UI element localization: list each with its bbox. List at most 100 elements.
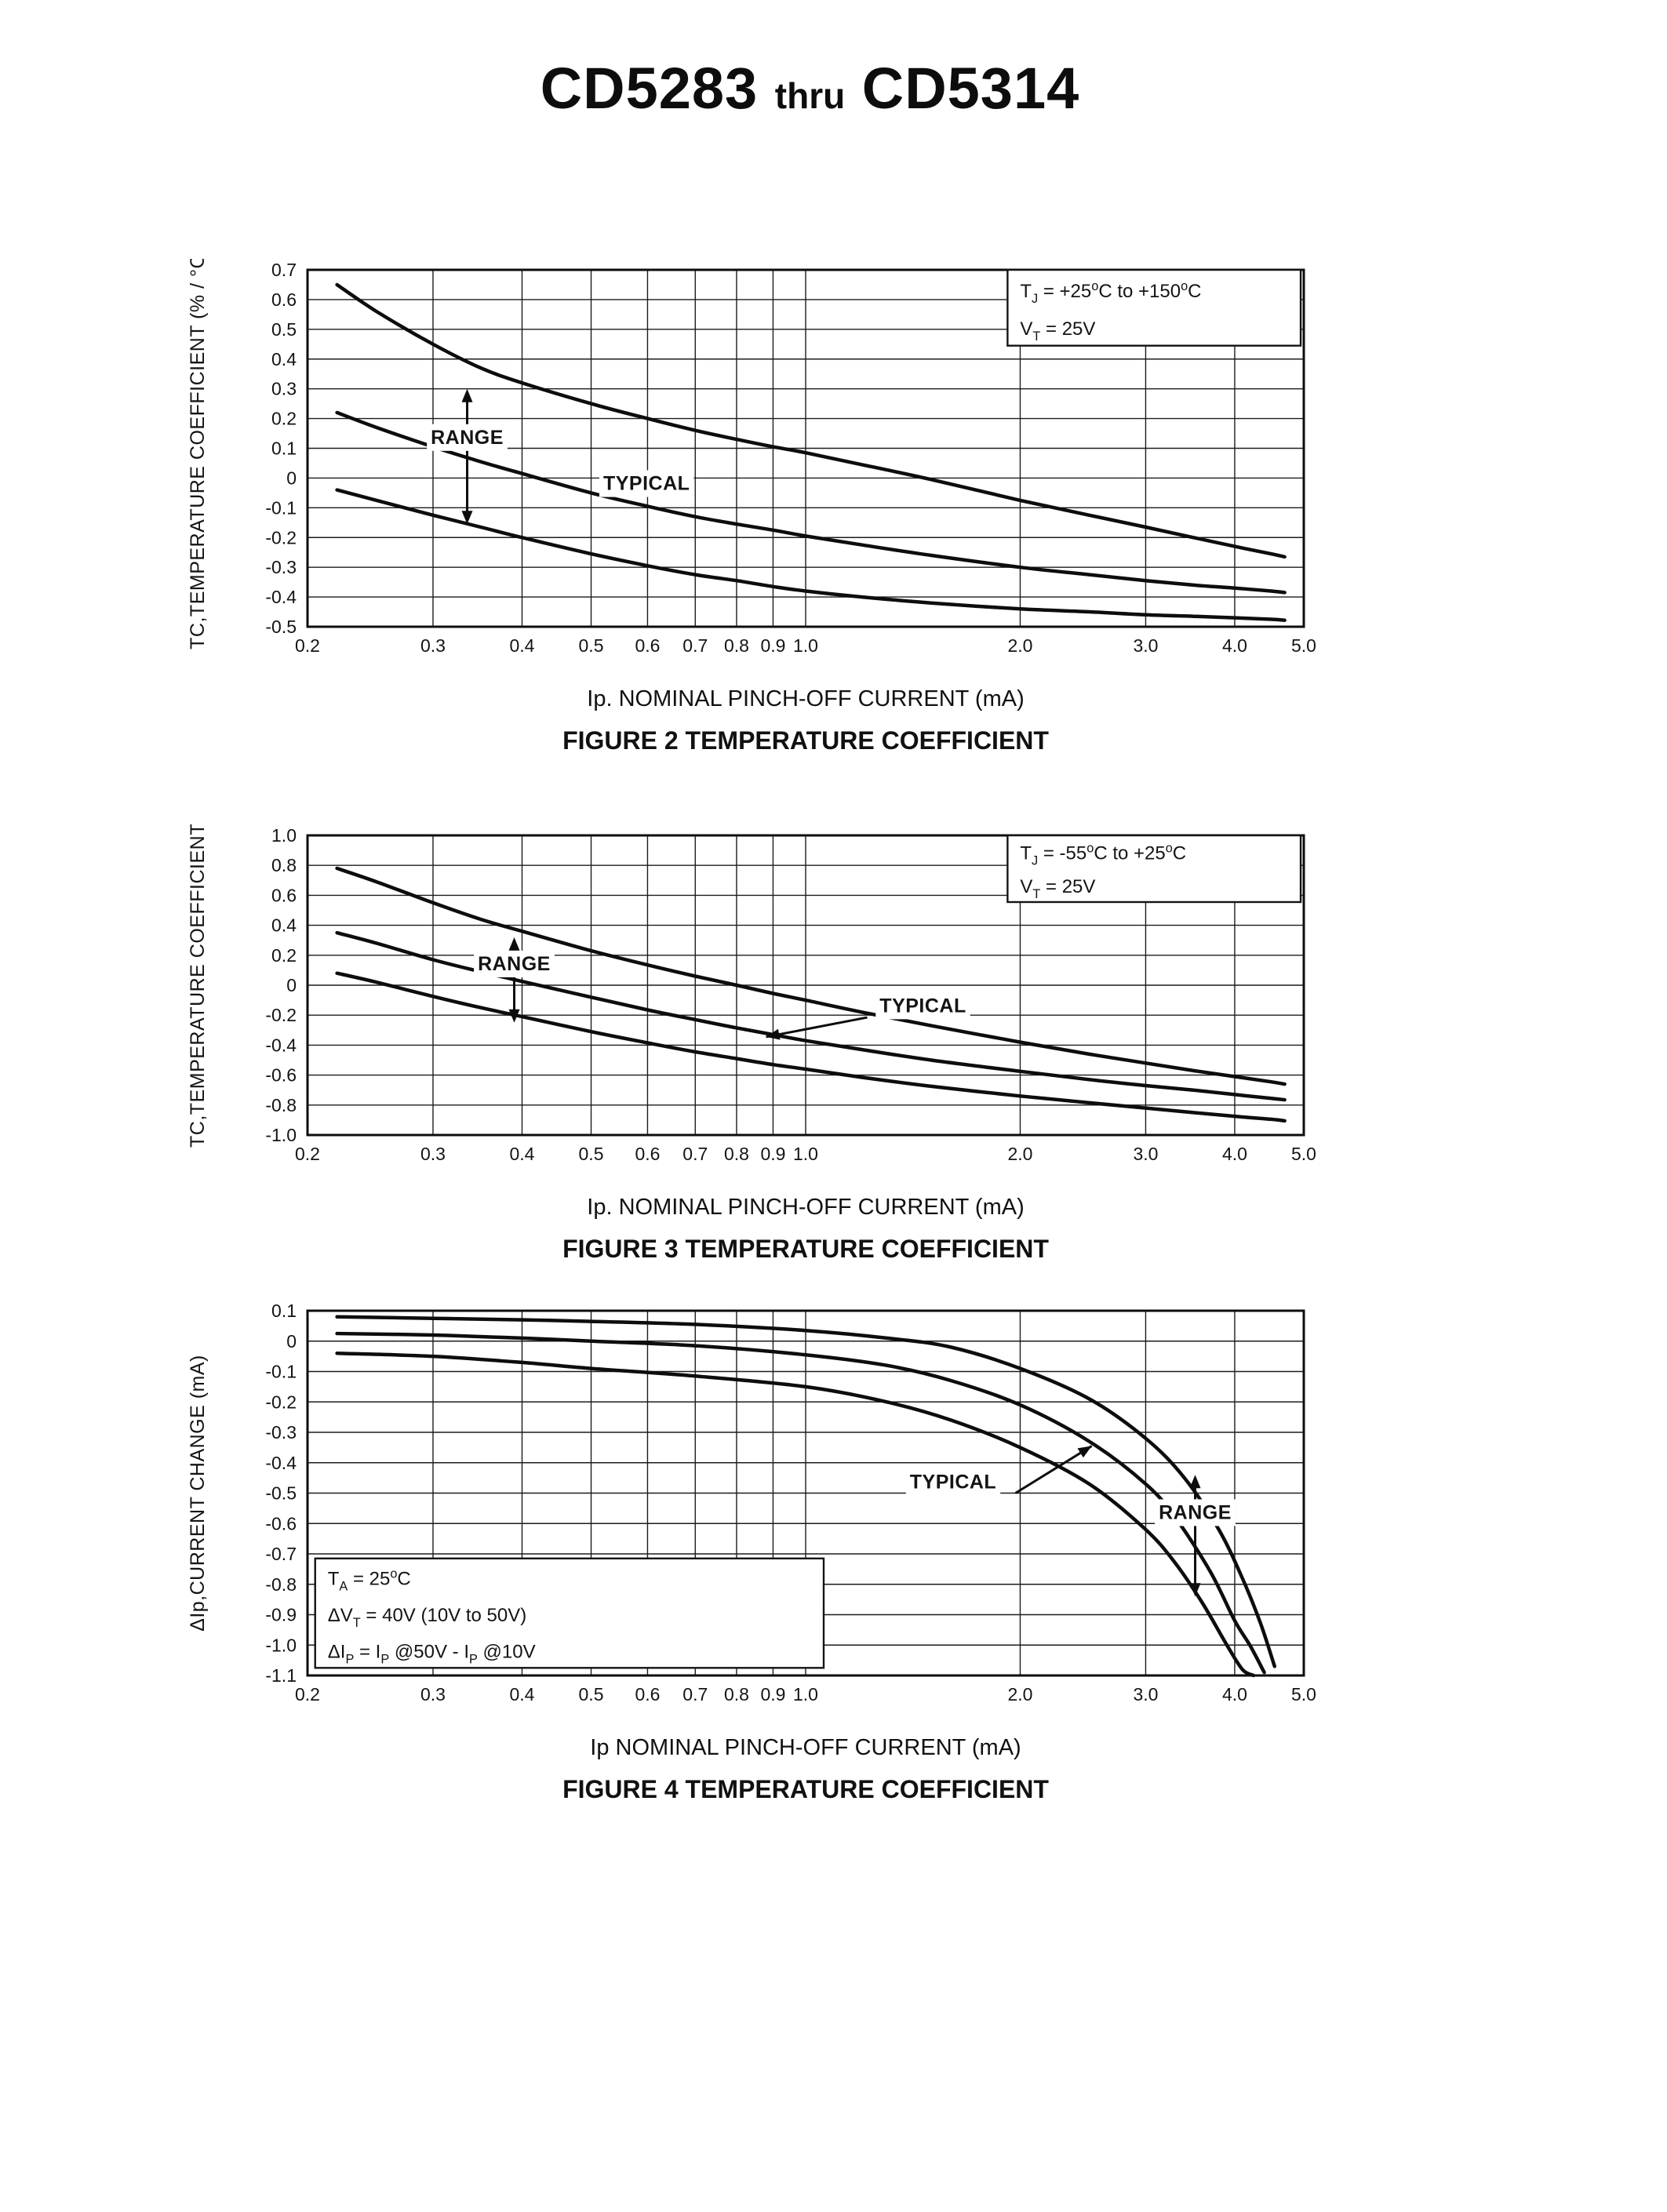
plot-frame <box>306 1309 1305 1677</box>
x-tick-label: 3.0 <box>1133 1144 1158 1164</box>
conditions-box <box>314 1557 825 1669</box>
conditions-box <box>1006 268 1302 347</box>
y-tick-label: 0.7 <box>271 260 297 280</box>
label-backdrop <box>474 950 555 977</box>
x-tick-label: 0.4 <box>509 1144 534 1164</box>
arrow-head-icon <box>1077 1446 1092 1458</box>
y-tick-label: 0.6 <box>271 885 297 905</box>
y-tick-label: -0.3 <box>265 1422 297 1443</box>
y-tick-label: -0.6 <box>265 1513 297 1533</box>
x-tick-label: 0.8 <box>724 1144 749 1164</box>
title-thru-text: thru <box>774 75 846 116</box>
x-tick-label: 3.0 <box>1133 1684 1158 1704</box>
y-axis-title: TC,TEMPERATURE COEFFICIENT <box>187 824 209 1148</box>
conditions-line: VT = 25V <box>1020 318 1095 344</box>
y-tick-label: 0.4 <box>271 349 297 369</box>
conditions-line: TA = 25oC <box>328 1566 411 1593</box>
figure-2-x-axis-title: Ip. NOMINAL PINCH-OFF CURRENT (mA) <box>587 686 1025 711</box>
conditions-line: VT = 25V <box>1020 876 1095 901</box>
figure-2-caption: FIGURE 2 TEMPERATURE COEFFICIENT <box>562 726 1049 755</box>
x-tick-label: 0.6 <box>635 1684 660 1704</box>
annotation-label: TYPICAL <box>879 995 966 1017</box>
conditions-line: ΔVT = 40V (10V to 50V) <box>328 1605 526 1630</box>
curve-range-max <box>335 866 1287 1086</box>
datasheet-page: CD5283 thru CD5314 0.2 0.3 0.4 0.5 0.6 0.7 0.8… <box>0 55 1667 2212</box>
figure-4-caption: FIGURE 4 TEMPERATURE COEFFICIENT <box>562 1775 1049 1803</box>
label-backdrop <box>1155 1499 1236 1526</box>
curve-typical <box>335 1331 1266 1675</box>
y-tick-label: -0.8 <box>265 1095 297 1115</box>
arrow-head-icon <box>461 511 473 525</box>
leader-line <box>766 1016 868 1039</box>
label-backdrop <box>905 1468 1001 1496</box>
figure-3: 0.2 0.3 0.4 0.5 0.6 0.7 0.8 0.9 1.0 2.0 3.0 4.0 5.0 1… <box>174 824 1667 1264</box>
x-tick-label: 4.0 <box>1222 1684 1247 1704</box>
y-tick-label: -0.5 <box>265 1483 297 1504</box>
y-tick-label: -0.1 <box>265 497 297 518</box>
arrow-head-icon <box>1189 1583 1201 1597</box>
curve-range-min <box>335 488 1287 622</box>
figure-4-chart: 0.2 0.3 0.4 0.5 0.6 0.7 0.8 0.9 1.0 2.0 3.0 4.0 5.0 0… <box>187 1301 1316 1704</box>
y-tick-label: 0.2 <box>271 945 297 966</box>
y-tick-label: 0 <box>286 975 297 995</box>
y-tick-label: -0.4 <box>265 587 297 607</box>
y-tick-label: -1.0 <box>265 1125 297 1145</box>
curve-range-min <box>335 971 1287 1123</box>
annotation-label: TYPICAL <box>603 473 690 495</box>
x-tick-label: 0.4 <box>509 635 534 656</box>
x-tick-label: 5.0 <box>1291 635 1316 656</box>
x-tick-label: 1.0 <box>793 1144 818 1164</box>
x-tick-label: 3.0 <box>1133 635 1158 656</box>
y-tick-label: -0.8 <box>265 1574 297 1595</box>
y-tick-label: 0 <box>286 468 297 488</box>
y-axis-title: ΔIp,CURRENT CHANGE (mA) <box>187 1355 209 1632</box>
y-tick-label: 0.6 <box>271 289 297 310</box>
x-tick-label: 5.0 <box>1291 1144 1316 1164</box>
y-tick-label: 0.3 <box>271 379 297 399</box>
x-tick-label: 2.0 <box>1007 1684 1032 1704</box>
title-part-number-start: CD5283 <box>540 56 759 121</box>
y-tick-label: -0.2 <box>265 1005 297 1025</box>
x-tick-label: 0.8 <box>724 1684 749 1704</box>
x-tick-label: 0.2 <box>295 635 320 656</box>
x-tick-label: 0.5 <box>579 635 604 656</box>
plot-frame <box>306 834 1305 1137</box>
x-tick-label: 0.9 <box>760 1144 785 1164</box>
x-tick-label: 0.9 <box>760 1684 785 1704</box>
arrow-head-icon <box>461 388 473 402</box>
y-tick-label: -0.2 <box>265 527 297 548</box>
x-tick-label: 0.2 <box>295 1684 320 1704</box>
arrow-head-icon <box>1189 1475 1201 1489</box>
curve-range-min <box>335 1352 1256 1678</box>
x-tick-label: 4.0 <box>1222 1144 1247 1164</box>
y-tick-label: -0.7 <box>265 1544 297 1564</box>
y-tick-label: -1.1 <box>265 1665 297 1686</box>
figure-2-chart: 0.2 0.3 0.4 0.5 0.6 0.7 0.8 0.9 1.0 2.0 3.0 4.0 5.0 0… <box>187 259 1316 656</box>
x-tick-label: 2.0 <box>1007 635 1032 656</box>
x-tick-label: 0.9 <box>760 635 785 656</box>
title-part-number-end: CD5314 <box>861 56 1080 121</box>
x-tick-label: 0.7 <box>682 1684 708 1704</box>
label-backdrop <box>599 470 694 497</box>
x-tick-label: 0.3 <box>420 1144 446 1164</box>
conditions-line: TJ = +25oC to +150oC <box>1020 279 1201 306</box>
curve-typical <box>335 410 1287 595</box>
annotation-label: RANGE <box>1159 1501 1232 1523</box>
x-tick-label: 5.0 <box>1291 1684 1316 1704</box>
x-tick-label: 0.5 <box>579 1684 604 1704</box>
label-backdrop <box>427 424 508 451</box>
x-tick-label: 0.3 <box>420 1684 446 1704</box>
x-tick-label: 0.6 <box>635 1144 660 1164</box>
y-tick-label: -0.6 <box>265 1065 297 1086</box>
x-tick-label: 2.0 <box>1007 1144 1032 1164</box>
label-backdrop <box>875 992 970 1020</box>
plot-frame <box>306 268 1305 628</box>
annotation-label: TYPICAL <box>910 1472 996 1493</box>
x-tick-label: 0.8 <box>724 635 749 656</box>
figure-3-chart: 0.2 0.3 0.4 0.5 0.6 0.7 0.8 0.9 1.0 2.0 3.0 4.0 5.0 1… <box>187 824 1316 1164</box>
conditions-line: ΔIP = IP @50V - IP @10V <box>328 1641 536 1666</box>
y-tick-label: 0 <box>286 1331 297 1352</box>
figure-4: 0.2 0.3 0.4 0.5 0.6 0.7 0.8 0.9 1.0 2.0 3.0 4.0 5.0 0… <box>174 1300 1667 1804</box>
y-tick-label: -0.2 <box>265 1392 297 1412</box>
x-tick-label: 0.7 <box>682 635 708 656</box>
